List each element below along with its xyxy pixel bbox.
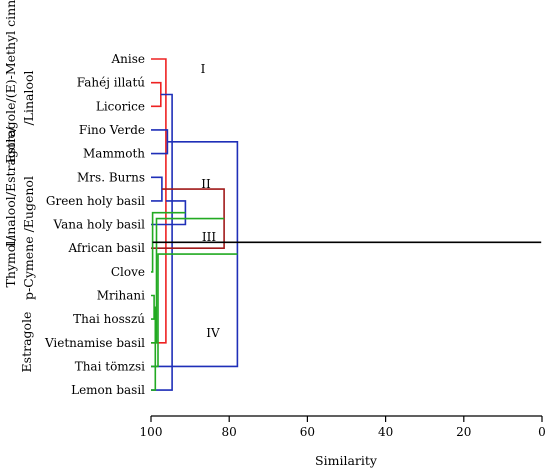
group-label-thymol: Thymol/: [3, 236, 18, 288]
leaf-label: Mrs. Burns: [77, 170, 145, 184]
leaf-label: Thai hosszú: [73, 312, 145, 326]
group-label-cinnamate-line1: Estragole/(E)-Methyl cinnamate: [3, 0, 18, 163]
group-label-estragole: Estragole: [19, 312, 34, 373]
axis-ticks: 100 80 60 40 20 0: [140, 416, 546, 439]
axis-tick-label: 60: [300, 425, 315, 439]
axis-tick-label: 0: [538, 425, 546, 439]
cluster-label-II: II: [201, 177, 211, 191]
dendrogram-branch: [151, 176, 163, 202]
leaf-label: Thai tömzsi: [75, 359, 145, 373]
cluster-label-I: I: [201, 62, 206, 76]
group-label-cinnamate: (E)-Methyl cinnamate: [3, 0, 18, 98]
leaf-label: Vana holy basil: [53, 218, 146, 232]
chemotype-group-labels: Estragole/(E)-Methyl cinnamate /Linalool…: [3, 0, 36, 372]
leaf-label: Clove: [111, 265, 145, 279]
dendrogram-branch: [151, 81, 162, 108]
leaf-label: Lemon basil: [71, 383, 145, 397]
leaf-label: Mammoth: [83, 147, 145, 161]
axis-tick-label: 20: [456, 425, 471, 439]
group-label-linalool-estragole: Linalool/Estragole/: [3, 126, 18, 247]
axis-tick-label: 80: [222, 425, 237, 439]
axis-tick-label: 40: [378, 425, 393, 439]
leaf-label: Green holy basil: [46, 194, 145, 208]
leaf-label: Anise: [111, 52, 146, 66]
leaf-label: Fino Verde: [79, 123, 145, 137]
dendrogram-branches: [151, 58, 542, 391]
cluster-roman-labels: I II III IV: [201, 62, 220, 340]
dendrogram-branch: [151, 129, 169, 155]
dendrogram-branch: [151, 253, 238, 368]
cluster-label-IV: IV: [206, 326, 220, 340]
axis-tick-label: 100: [140, 425, 163, 439]
group-label-cymene-eugenol: p-Cymene /Eugenol: [21, 176, 36, 300]
dendrogram-branch: [151, 294, 155, 320]
similarity-axis: 100 80 60 40 20 0 Similarity: [140, 415, 546, 468]
dendrogram-branch: [151, 306, 157, 391]
dendrogram-branch: [151, 217, 225, 344]
leaf-label: African basil: [67, 241, 145, 255]
leaf-labels: Anise Fahéj illatú Licorice Fino Verde Mammo…: [44, 52, 145, 397]
cluster-label-III: III: [202, 230, 216, 244]
leaf-label: Mrihani: [97, 289, 145, 303]
group-label-linalool-tail: /Linalool: [21, 70, 36, 125]
axis-title: Similarity: [315, 453, 378, 468]
leaf-label: Fahéj illatú: [77, 76, 146, 90]
leaf-label: Licorice: [96, 99, 145, 113]
group-label-estragole-prefix: Estragole/: [3, 97, 18, 163]
leaf-label: Vietnamise basil: [44, 336, 145, 350]
